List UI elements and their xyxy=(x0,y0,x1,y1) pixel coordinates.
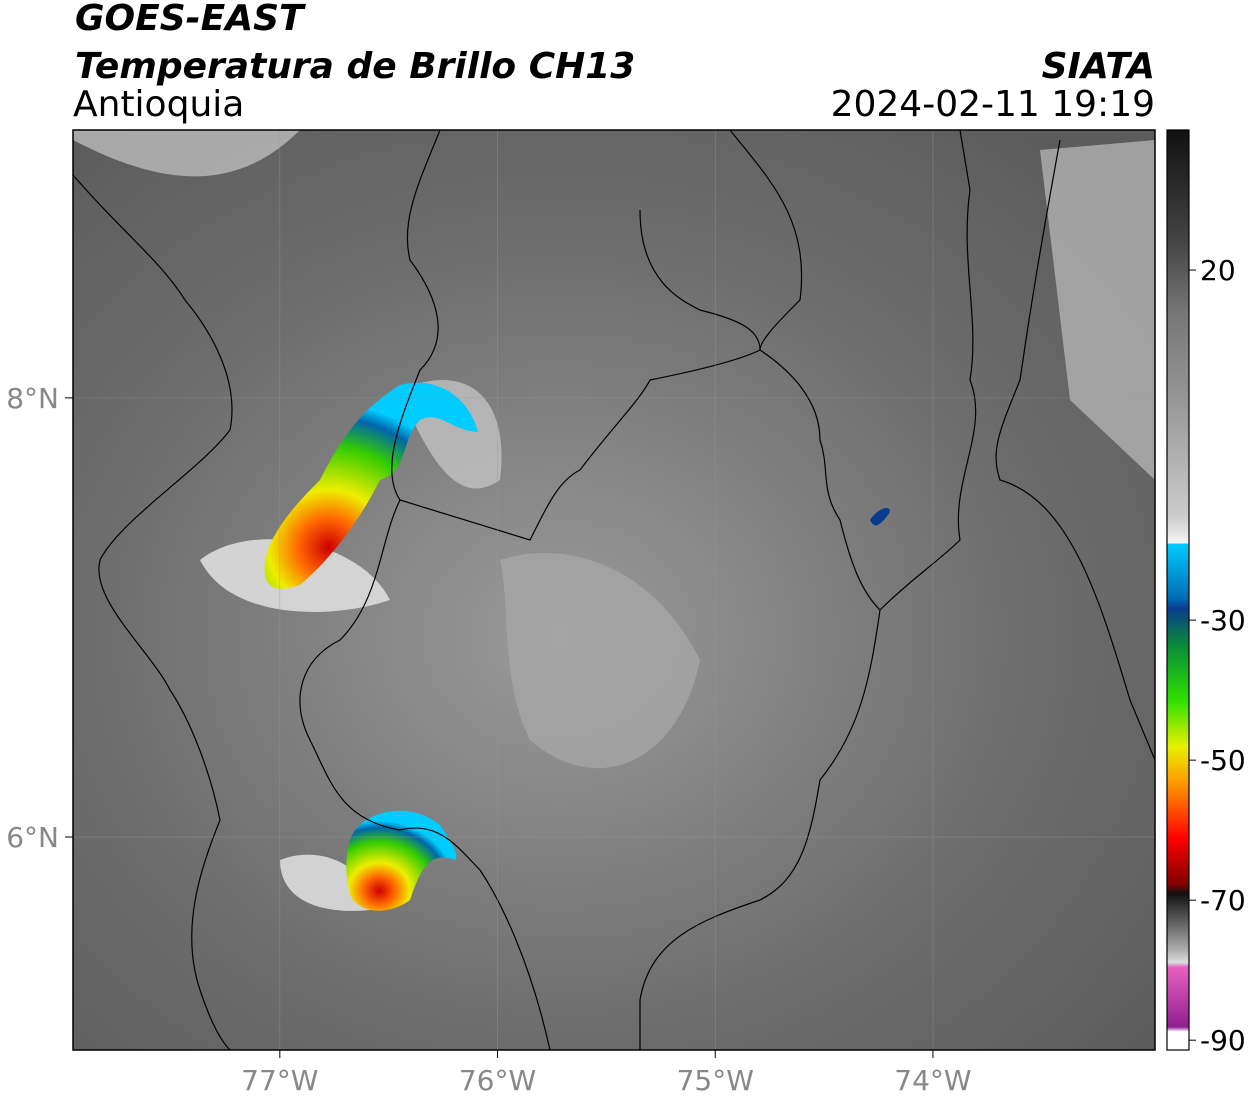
border xyxy=(391,129,977,611)
border xyxy=(299,499,551,1051)
convective-cloud xyxy=(264,382,478,589)
border xyxy=(639,609,881,1050)
colorbar-label: -30 xyxy=(1200,604,1246,637)
cloud xyxy=(1040,140,1155,480)
coastline xyxy=(72,174,233,1051)
border xyxy=(639,209,761,351)
lat-label: 8°N xyxy=(6,382,59,415)
map xyxy=(72,129,1156,1051)
datetime: 2024-02-11 19:19 xyxy=(831,84,1155,125)
subtitle: Temperatura de Brillo CH13 xyxy=(75,46,635,87)
lon-label: 76°W xyxy=(459,1064,536,1097)
terrain xyxy=(500,553,700,769)
convective-cloud xyxy=(346,810,457,911)
colorbar-label: -70 xyxy=(1200,884,1246,917)
lon-label: 77°W xyxy=(241,1064,318,1097)
colorbar-label: -90 xyxy=(1200,1024,1246,1057)
lon-label: 75°W xyxy=(677,1064,754,1097)
colorbar-label: 20 xyxy=(1200,254,1236,287)
title: GOES-EAST xyxy=(75,0,306,39)
lat-label: 6°N xyxy=(6,821,59,854)
map-frame xyxy=(72,129,1156,1051)
border xyxy=(995,139,1156,761)
border xyxy=(729,129,803,351)
convective-cloud xyxy=(870,508,890,526)
cloud xyxy=(73,130,300,177)
region: Antioquia xyxy=(73,84,244,125)
colorbar-label: -50 xyxy=(1200,744,1246,777)
source: SIATA xyxy=(1042,46,1155,87)
colorbar xyxy=(1166,129,1190,1051)
lon-label: 74°W xyxy=(894,1064,971,1097)
